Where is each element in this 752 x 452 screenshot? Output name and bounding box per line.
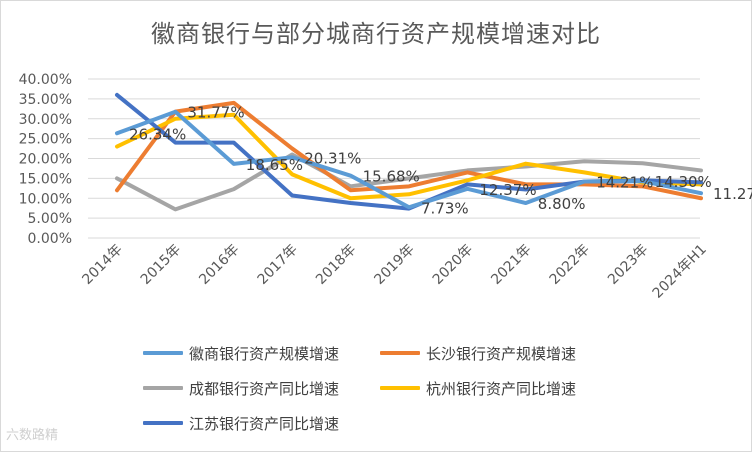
legend-swatch [380,351,420,355]
data-label: 14.21% [596,174,653,192]
data-label: 20.31% [304,149,361,167]
legend-label: 徽商银行资产规模增速 [189,344,340,363]
y-tick-label: 0.00% [28,231,72,247]
data-label: 26.34% [129,125,186,143]
y-tick-label: 25.00% [19,132,72,148]
y-tick-label: 40.00% [19,72,72,88]
x-tick-label: 2017年 [255,242,301,288]
legend-label: 成都银行资产同比增速 [189,379,340,398]
data-label: 14.30% [655,173,712,191]
legend-swatch [380,386,420,390]
x-tick-label: 2019年 [371,242,417,288]
gridlines [88,78,700,239]
series-line-2 [115,100,703,201]
x-tick-label: 2016年 [196,242,242,288]
legend-swatch [143,351,183,355]
legend-swatch [143,386,183,390]
legend-item-3: 成都银行资产同比增速 [143,377,339,399]
series-line-4 [115,112,703,201]
legend-item-4: 杭州银行资产同比增速 [380,377,576,399]
y-tick-label: 15.00% [19,171,72,187]
data-label: 7.73% [421,199,469,217]
x-tick-label: 2024年H1 [650,242,710,302]
y-tick-label: 10.00% [19,191,72,207]
x-tick-label: 2023年 [605,242,651,288]
chart-title: 徽商银行与部分城商行资产规模增速对比 [151,20,601,48]
data-label: 18.65% [246,156,303,174]
data-label: 11.27% [713,185,752,203]
y-tick-label: 30.00% [19,112,72,128]
x-tick-label: 2014年 [79,242,125,288]
x-tick-label: 2022年 [547,242,593,288]
data-label: 12.37% [479,181,536,199]
y-tick-label: 35.00% [19,92,72,108]
y-tick-label: 20.00% [19,152,72,168]
legend-item-2: 长沙银行资产规模增速 [380,342,576,364]
x-tick-label: 2021年 [488,242,534,288]
data-labels: 26.34%31.77% 18.65% 20.31%15.68%7.73% 12.37… [129,104,752,218]
x-tick-label: 2015年 [138,242,184,288]
data-label: 31.77% [187,104,244,122]
x-tick-label: 2018年 [313,242,359,288]
series-line-1 [115,109,703,210]
legend-label: 江苏银行资产同比增速 [189,414,340,433]
y-tick-label: 5.00% [28,211,72,227]
legend-item-1: 徽商银行资产规模增速 [143,342,339,364]
series-line-3 [115,152,703,212]
x-tick-label: 2020年 [430,242,476,288]
legend-label: 杭州银行资产同比增速 [426,379,577,398]
data-label: 8.80% [538,195,586,213]
watermark: 六数路精 [6,428,59,443]
data-label: 15.68% [363,168,420,186]
legend-item-5: 江苏银行资产同比增速 [143,412,339,434]
x-tick-labels: 2014年 2015年 2016年 2017年 2018年 2019年 2020年 2021年… [79,242,709,302]
legend-label: 长沙银行资产规模增速 [426,344,577,363]
series-lines [115,92,703,212]
legend-swatch [143,421,183,425]
y-tick-labels: 0.00% 5.00% 10.00% 15.00% 20.00% 25.00% 30.00%… [19,72,72,247]
